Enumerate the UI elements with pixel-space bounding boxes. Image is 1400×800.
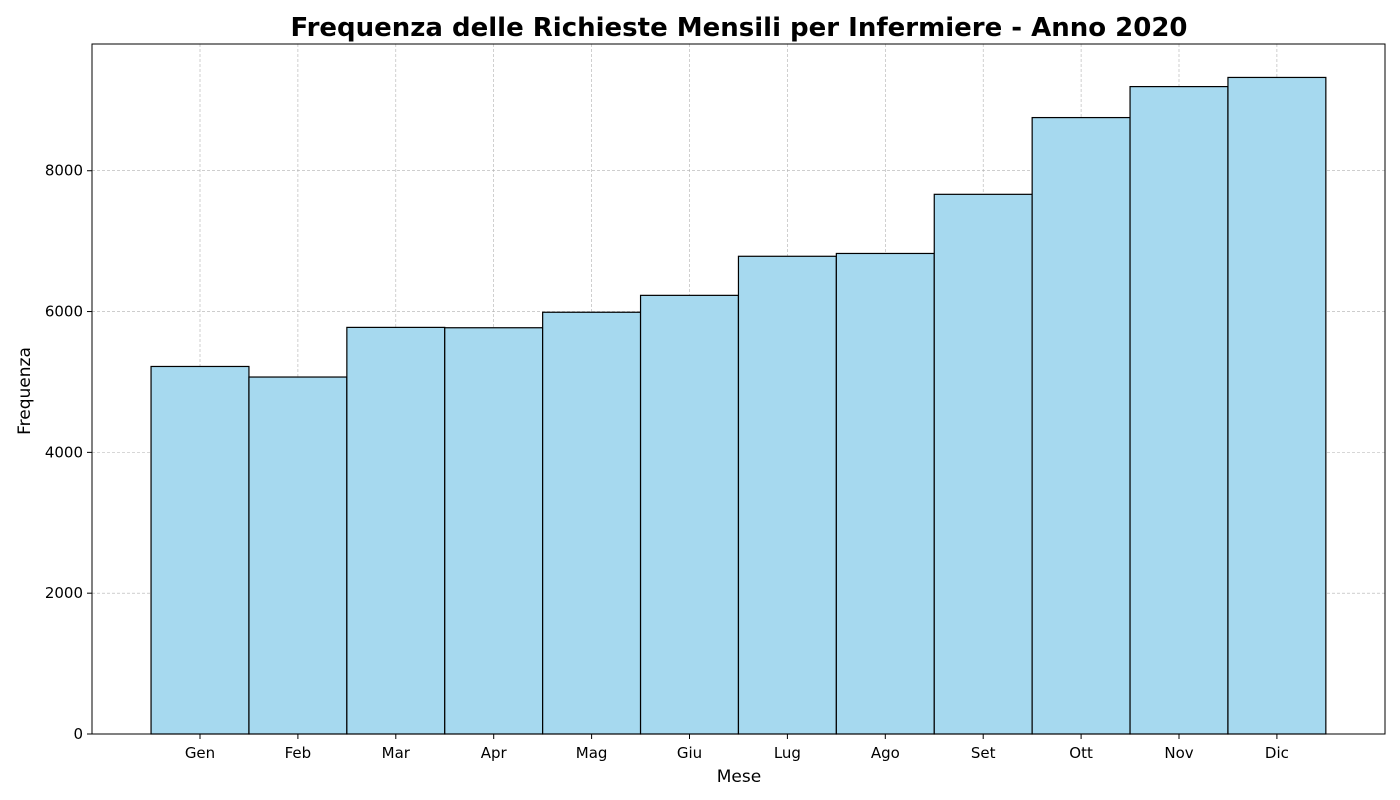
bar-lug [737,255,837,735]
x-axis-label: Mese [717,767,761,787]
bar-gen [150,365,250,735]
y-axis: 0 2000 4000 6000 8000 [45,162,92,743]
x-tick-label: Apr [481,744,508,762]
x-tick-label: Giu [677,744,702,762]
bar-set [933,193,1033,735]
bar-ago [835,252,935,735]
y-tick-label: 6000 [45,303,83,321]
bar-mag [542,311,642,735]
x-tick-label: Nov [1164,744,1193,762]
bar-giu [639,294,740,735]
x-tick-label: Dic [1265,744,1289,762]
bar-mar [346,326,446,735]
y-tick-label: 0 [73,725,83,743]
y-tick-label: 8000 [45,162,83,180]
x-tick-label: Gen [185,744,215,762]
y-axis-label: Frequenza [15,347,35,435]
bar-apr [444,327,544,735]
plot-frame [91,43,1386,735]
chart-title: Frequenza delle Richieste Mensili per In… [290,13,1187,43]
x-tick-label: Set [971,744,996,762]
x-tick-label: Mar [382,744,411,762]
bar-nov [1129,85,1229,735]
x-tick-label: Ott [1069,744,1093,762]
x-axis: Gen Feb Mar Apr Mag Giu Lug Ago Set Ott Nov Dic [185,734,1289,762]
bar-dic [1227,76,1327,735]
x-tick-label: Mag [576,744,608,762]
bars [150,76,1327,735]
x-tick-label: Lug [774,744,801,762]
bar-ott [1031,116,1131,735]
x-tick-label: Feb [285,744,312,762]
y-tick-label: 2000 [45,584,83,602]
x-tick-label: Ago [871,744,900,762]
bar-feb [248,376,348,735]
y-tick-label: 4000 [45,443,83,461]
